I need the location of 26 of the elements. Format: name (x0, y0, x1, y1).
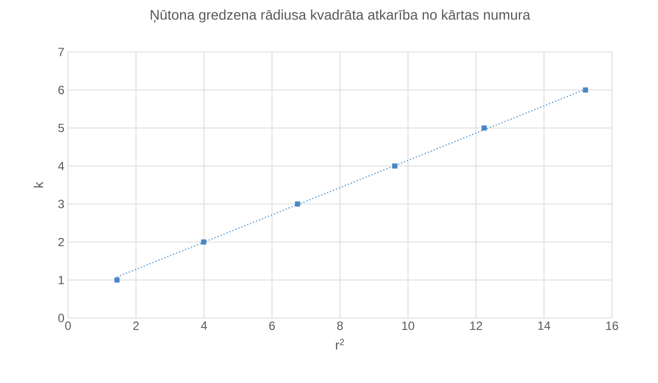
point (114, 277, 120, 283)
x-axis-title: r$^{2}$ (336, 338, 344, 350)
y-tick-label: 7 (58, 48, 64, 56)
y-tick-label: 0 (58, 314, 64, 322)
x-tick-label: 4 (200, 322, 207, 330)
y-tick-label: 4 (58, 162, 64, 170)
point (294, 201, 300, 207)
x-tick-label: 16 (606, 322, 618, 330)
point (392, 163, 398, 169)
y-tick-label: 2 (58, 238, 64, 246)
y-tick-label: 1 (58, 276, 64, 284)
y-tick-label: 3 (58, 200, 64, 208)
x-tick-label: 0 (65, 322, 71, 330)
chart-title: Ņūtona gredzena rādiusa kvadrāta atkarība no kārtas numura (150, 10, 530, 23)
x-tick-label: 10 (402, 322, 414, 330)
y-tick-label: 6 (58, 86, 64, 94)
x-tick-label: 12 (470, 322, 482, 330)
x-tick-label: 14 (538, 322, 550, 330)
y-tick-label: 5 (58, 124, 64, 132)
point (201, 239, 206, 245)
x-tick-label: 6 (269, 322, 275, 330)
point (582, 87, 588, 93)
x-tick-label: 8 (337, 322, 343, 330)
point (482, 125, 487, 131)
y-axis-title: k (34, 182, 44, 188)
x-tick-label: 2 (133, 322, 139, 330)
